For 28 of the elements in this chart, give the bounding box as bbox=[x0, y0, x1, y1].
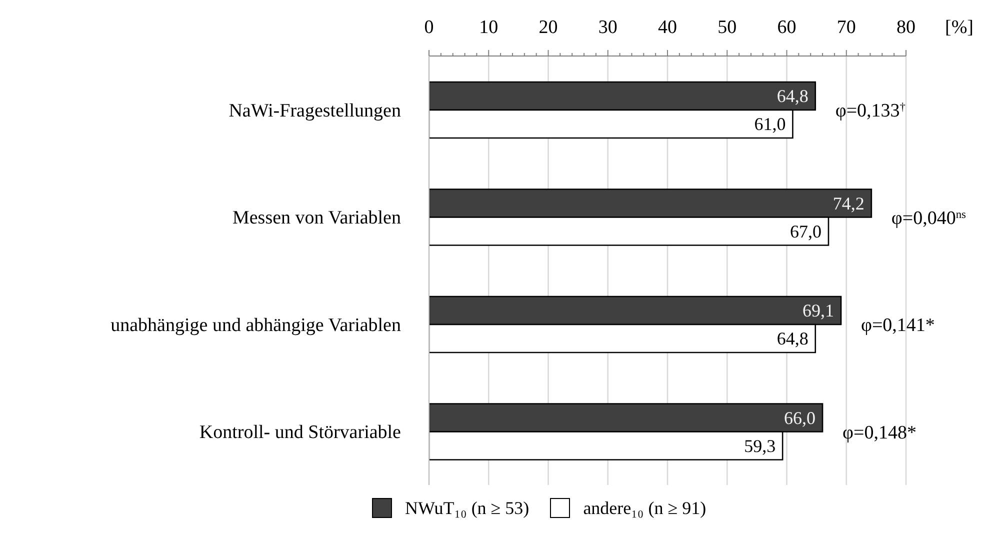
annotation: φ=0,133$^{†}$ bbox=[835, 100, 906, 122]
x-tick-label: 0 bbox=[424, 17, 434, 38]
x-tick-label: 70 bbox=[836, 17, 856, 38]
x-tick-label: 80 bbox=[896, 17, 916, 38]
data-label: 67,0 bbox=[790, 221, 822, 242]
data-label: 69,1 bbox=[802, 300, 834, 320]
annotation: φ=0,141* bbox=[861, 315, 935, 336]
y-tick-label: Messen von Variablen bbox=[232, 208, 402, 229]
x-tick-label: 10 bbox=[479, 17, 498, 38]
y-tick-label: NaWi-Fragestellungen bbox=[228, 100, 402, 122]
y-tick-label: unabhängige und abhängige Variablen bbox=[110, 314, 402, 336]
y-tick-label: Kontroll- und Störvariable bbox=[199, 422, 401, 444]
data-label: 59,3 bbox=[744, 436, 776, 456]
x-axis-title: [%] bbox=[945, 17, 974, 38]
x-tick-label: 50 bbox=[718, 17, 737, 38]
x-tick-label: 60 bbox=[777, 17, 796, 38]
data-label: 64,8 bbox=[776, 328, 808, 348]
x-tick-label: 30 bbox=[598, 17, 618, 38]
x-tick-label: 20 bbox=[538, 17, 558, 38]
annotation: φ=0,040$^{ns}$ bbox=[891, 208, 967, 229]
data-label: 74,2 bbox=[832, 193, 864, 214]
legend-label: NWuT₁₀ (n ≥ 53) bbox=[405, 498, 530, 518]
legend-label: andere₁₀ (n ≥ 91) bbox=[583, 498, 706, 518]
data-label: 66,0 bbox=[784, 408, 816, 428]
annotation: φ=0,148* bbox=[842, 422, 916, 444]
x-tick-label: 40 bbox=[658, 17, 677, 38]
data-label: 64,8 bbox=[776, 86, 808, 106]
data-label: 61,0 bbox=[754, 114, 786, 134]
